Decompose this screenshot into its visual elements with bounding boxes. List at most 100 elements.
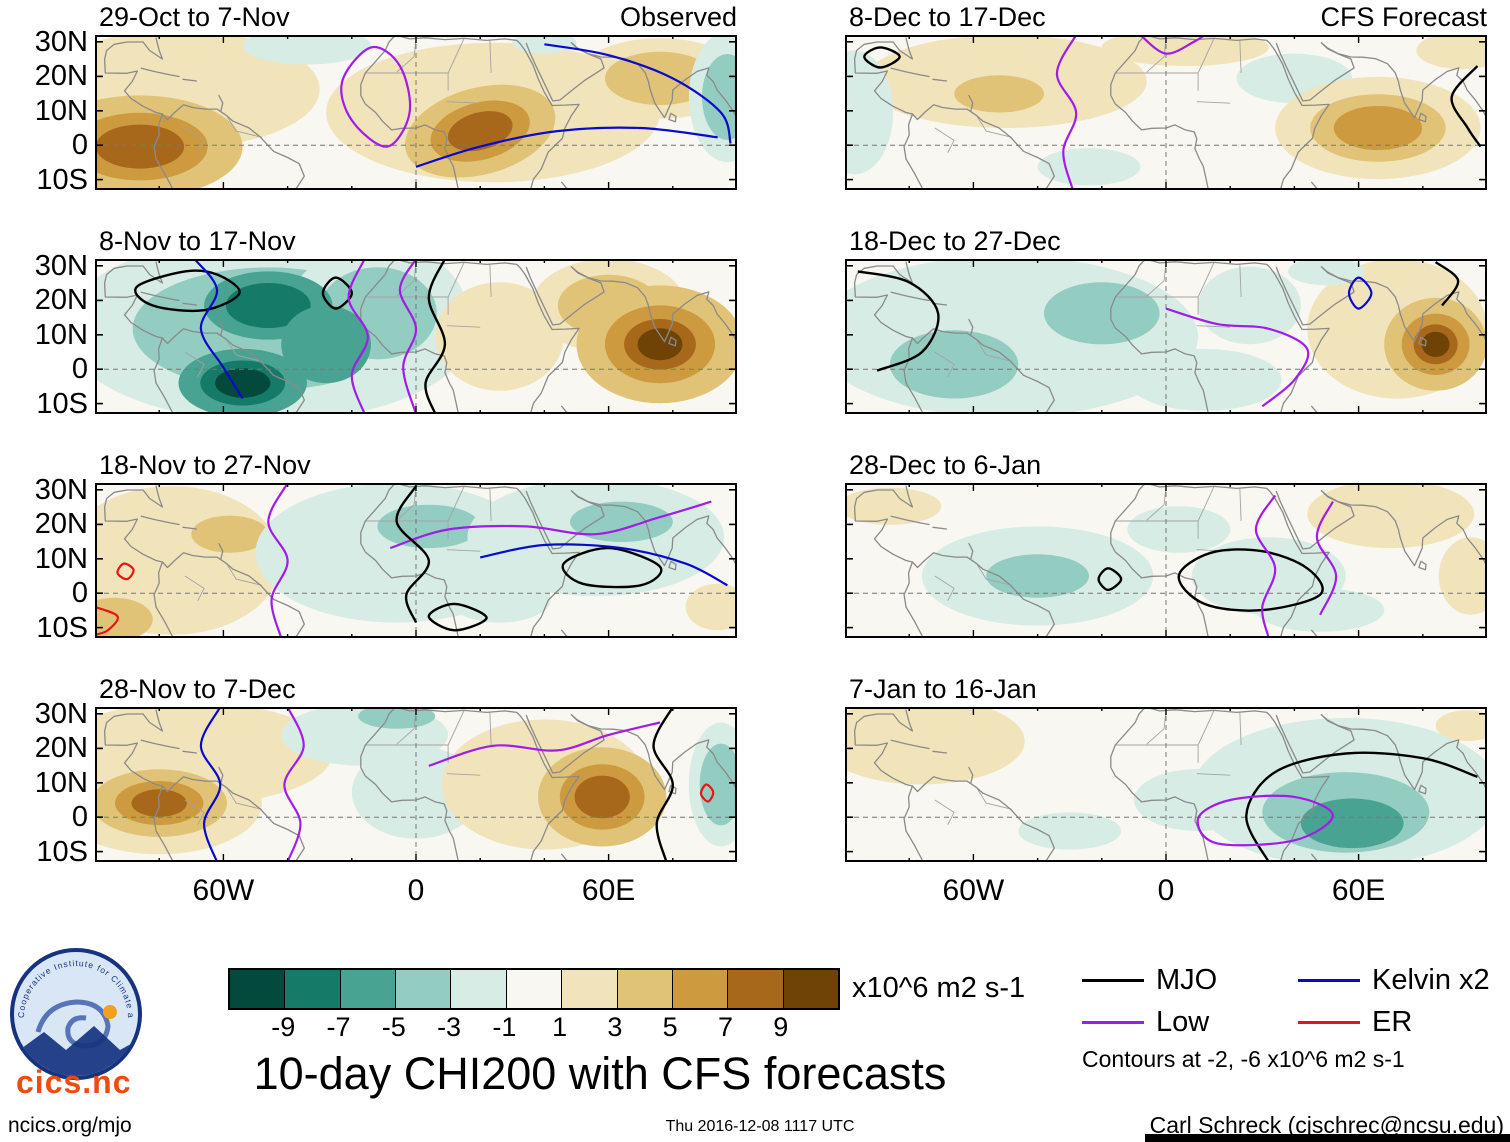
panel-frame [95, 259, 737, 414]
y-axis-label: 10N [34, 94, 88, 127]
legend-label: MJO [1156, 963, 1218, 996]
logo-sun-icon [103, 1005, 117, 1019]
colorbar-segment [395, 970, 451, 1008]
grid-lines [845, 483, 1487, 638]
contour-lines [1097, 494, 1338, 638]
contour-lines [857, 261, 1460, 408]
y-axis-label: 20N [34, 284, 88, 317]
x-axis-label: 60W [942, 874, 1005, 907]
colorbar-units-label: x10^6 m2 s-1 [852, 972, 1026, 1004]
panel-frame [845, 483, 1487, 638]
colorbar-tick-label: 9 [773, 1012, 789, 1042]
legend-line-mjo [1082, 978, 1144, 982]
panel-frame [95, 35, 737, 190]
legend-label: Low [1156, 1005, 1210, 1038]
anomaly-blobs [95, 35, 737, 190]
legend-item: Low [1082, 1006, 1298, 1038]
panel-title: 7-Jan to 16-Jan [849, 674, 1037, 704]
logo-art [14, 999, 138, 1076]
map-panel [95, 483, 737, 638]
x-axis-label: 60E [1331, 874, 1386, 907]
panel-corner-label: Observed [619, 2, 737, 32]
colorbar-segment [505, 970, 562, 1008]
contour-lines [199, 707, 715, 862]
colorbar-segment [727, 970, 783, 1008]
colorbar-tick-label: 1 [552, 1012, 568, 1042]
y-axis-label: 30N [34, 473, 88, 506]
map-panel [845, 483, 1487, 638]
contour-lines [134, 259, 447, 414]
y-axis-label: 10S [36, 835, 88, 868]
y-axis-label: 10S [36, 611, 88, 644]
legend-item: MJO [1082, 964, 1298, 996]
coastlines [103, 707, 737, 862]
colorbar [228, 968, 840, 1010]
y-axis-label: 20N [34, 508, 88, 541]
y-axis-label: 10S [36, 163, 88, 196]
map-panel [95, 259, 737, 414]
bottom-black-bar [1145, 1134, 1510, 1142]
legend-label: ER [1372, 1005, 1413, 1038]
panel-frame [95, 707, 737, 862]
colorbar-segment [671, 970, 728, 1008]
footer-author: Carl Schreck (cjschrec@ncsu.edu) [1149, 1112, 1504, 1138]
panel-title: 18-Dec to 27-Dec [849, 226, 1061, 256]
grid-lines [845, 707, 1487, 862]
colorbar-segment [450, 970, 506, 1008]
panel-frame [845, 35, 1487, 190]
panel-title: 18-Nov to 27-Nov [99, 450, 311, 480]
coastlines [103, 259, 737, 414]
legend-item: Kelvin x2 [1298, 964, 1510, 996]
grid-lines [845, 259, 1487, 414]
y-axis-label: 30N [34, 697, 88, 730]
y-axis-label: 0 [71, 129, 88, 162]
y-axis-label: 10N [34, 318, 88, 351]
footer-site-url: ncics.org/mjo [8, 1114, 132, 1137]
panel-frame [845, 259, 1487, 414]
coastlines [853, 483, 1487, 638]
colorbar-tick-label: -9 [271, 1012, 296, 1042]
y-axis-label: 10N [34, 766, 88, 799]
colorbar-segment [230, 970, 285, 1008]
legend-line-kelvin-x2 [1298, 978, 1360, 982]
colorbar-segment [561, 970, 617, 1008]
panel-title: 8-Nov to 17-Nov [99, 226, 296, 256]
figure-title: 10-day CHI200 with CFS forecasts [253, 1048, 947, 1099]
colorbar-tick-label: 5 [662, 1012, 678, 1042]
colorbar-tick-label: 3 [607, 1012, 623, 1042]
coastlines [103, 35, 737, 190]
logo-mountains [14, 1026, 138, 1076]
legend-item: ER [1298, 1006, 1510, 1038]
y-axis-label: 30N [34, 249, 88, 282]
logo-wordmark: cics.nc [16, 1064, 132, 1100]
x-axis-label: 0 [1157, 874, 1175, 907]
contour-lines [95, 483, 728, 638]
panel-frame [845, 707, 1487, 862]
panel-title: 28-Nov to 7-Dec [99, 674, 296, 704]
x-axis-label: 0 [407, 874, 425, 907]
y-axis-label: 0 [71, 353, 88, 386]
panel-title: 29-Oct to 7-Nov [99, 2, 290, 32]
legend-line-er [1298, 1020, 1360, 1024]
legend-line-low [1082, 1020, 1144, 1024]
colorbar-tick-label: -5 [381, 1012, 406, 1042]
colorbar-tick-label: -3 [437, 1012, 462, 1042]
y-axis-label: 0 [71, 801, 88, 834]
grid-lines [95, 259, 737, 414]
colorbar-tick-label: -1 [492, 1012, 517, 1042]
legend-label: Kelvin x2 [1372, 963, 1490, 996]
colorbar-segment [616, 970, 672, 1008]
grid-lines [95, 483, 737, 638]
colorbar-tick-label: -7 [326, 1012, 351, 1042]
y-axis-label: 20N [34, 732, 88, 765]
map-panel [845, 35, 1487, 190]
y-axis-label: 10S [36, 387, 88, 420]
map-panel [95, 35, 737, 190]
colorbar-tick-label: 7 [717, 1012, 733, 1042]
y-axis-label: 30N [34, 25, 88, 58]
anomaly-blobs [845, 707, 1487, 862]
colorbar-segment [339, 970, 396, 1008]
footer-timestamp: Thu 2016-12-08 1117 UTC [665, 1118, 855, 1135]
map-panel [845, 707, 1487, 862]
